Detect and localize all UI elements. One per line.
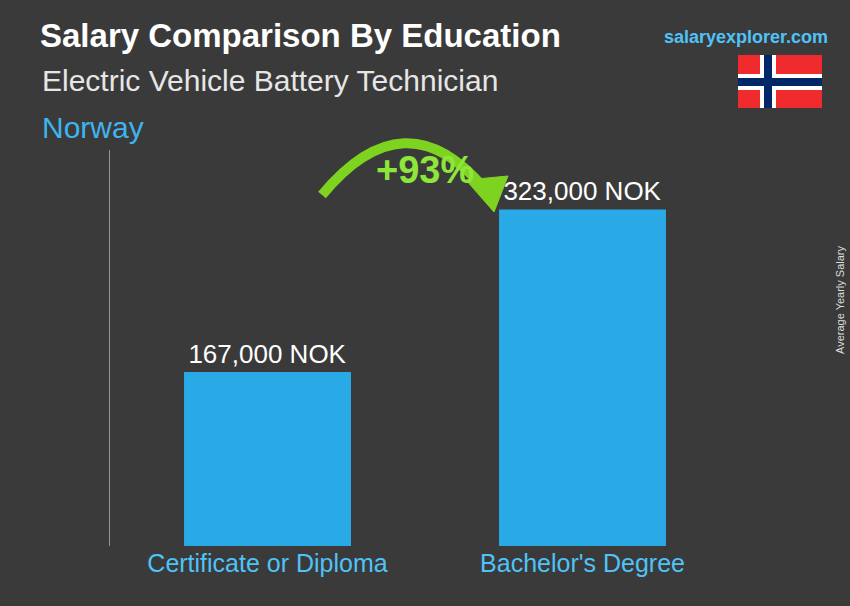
- svg-text:323,000 NOK: 323,000 NOK: [503, 176, 661, 206]
- svg-text:+93%: +93%: [376, 149, 474, 191]
- svg-text:Average Yearly Salary: Average Yearly Salary: [834, 245, 846, 354]
- svg-text:Electric Vehicle Battery Techn: Electric Vehicle Battery Technician: [42, 64, 498, 97]
- svg-text:167,000 NOK: 167,000 NOK: [188, 339, 346, 369]
- svg-text:Certificate or Diploma: Certificate or Diploma: [147, 549, 387, 577]
- svg-text:salaryexplorer.com: salaryexplorer.com: [664, 27, 828, 47]
- svg-text:Bachelor's Degree: Bachelor's Degree: [480, 549, 685, 577]
- svg-text:Salary Comparison By Education: Salary Comparison By Education: [40, 17, 561, 54]
- svg-text:Norway: Norway: [42, 111, 144, 144]
